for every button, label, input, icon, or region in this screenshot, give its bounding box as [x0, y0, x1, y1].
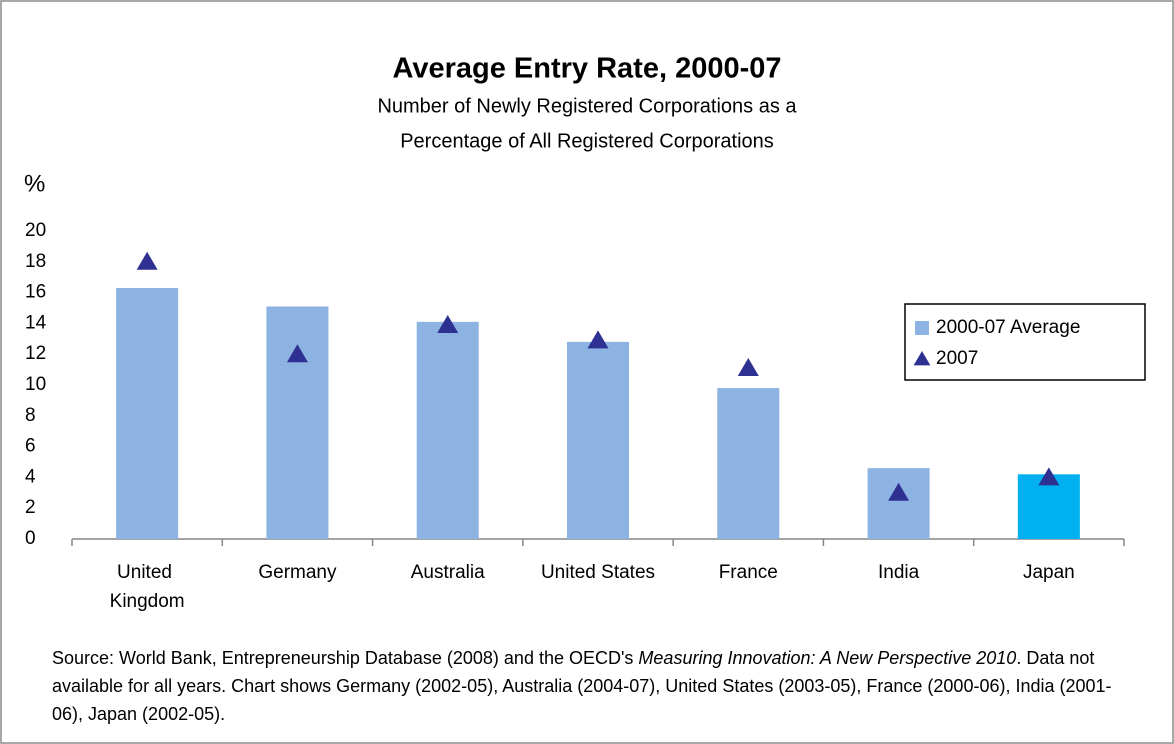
marker: [286, 344, 308, 363]
x-tick-label: Australia: [411, 562, 485, 583]
y-tick-label: 0: [25, 528, 36, 549]
y-axis-label: %: [24, 170, 45, 197]
x-tick-label: Japan: [1023, 562, 1075, 583]
bar: [266, 306, 329, 539]
x-tick-label: France: [719, 562, 778, 583]
marker: [136, 251, 158, 270]
source-text: . Data not available for all years. Char…: [52, 648, 1112, 724]
legend-label: 2007: [936, 348, 978, 369]
marker: [437, 314, 459, 333]
legend-swatch: [913, 351, 931, 366]
legend-label: 2000-07 Average: [936, 317, 1080, 338]
y-tick-label: 12: [25, 343, 46, 364]
source-note: Source: World Bank, Entrepreneurship Dat…: [52, 644, 1142, 728]
chart-subtitle: Number of Newly Registered Corporations …: [377, 95, 797, 117]
bar: [567, 341, 629, 539]
legend-box: [904, 303, 1146, 381]
y-tick-label: 8: [25, 405, 36, 426]
chart-subtitle: Percentage of All Registered Corporation…: [400, 130, 774, 152]
y-tick-label: 6: [25, 436, 36, 457]
bar: [116, 287, 179, 539]
y-tick-label: 4: [25, 466, 36, 487]
y-tick-label: 20: [25, 220, 46, 241]
source-text: Source: World Bank, Entrepreneurship Dat…: [52, 648, 639, 668]
legend-swatch: [915, 321, 929, 335]
chart-title: Average Entry Rate, 2000-07: [392, 53, 781, 85]
x-tick-label: United States: [541, 562, 655, 583]
x-tick-label: India: [878, 562, 920, 583]
y-tick-label: 10: [25, 374, 46, 395]
y-tick-label: 16: [25, 282, 46, 303]
marker: [1038, 467, 1060, 486]
marker: [587, 330, 609, 349]
bar: [717, 388, 780, 539]
source-text: Measuring Innovation: A New Perspective …: [638, 648, 1017, 668]
y-tick-label: 14: [25, 312, 47, 333]
x-tick-label: Germany: [258, 562, 337, 583]
marker: [737, 358, 759, 377]
x-tick-label: United Kingdom: [110, 562, 185, 612]
bar: [867, 468, 930, 539]
marker: [888, 482, 910, 501]
y-tick-label: 2: [25, 497, 36, 518]
bar: [416, 321, 479, 539]
y-tick-label: 18: [25, 251, 46, 272]
